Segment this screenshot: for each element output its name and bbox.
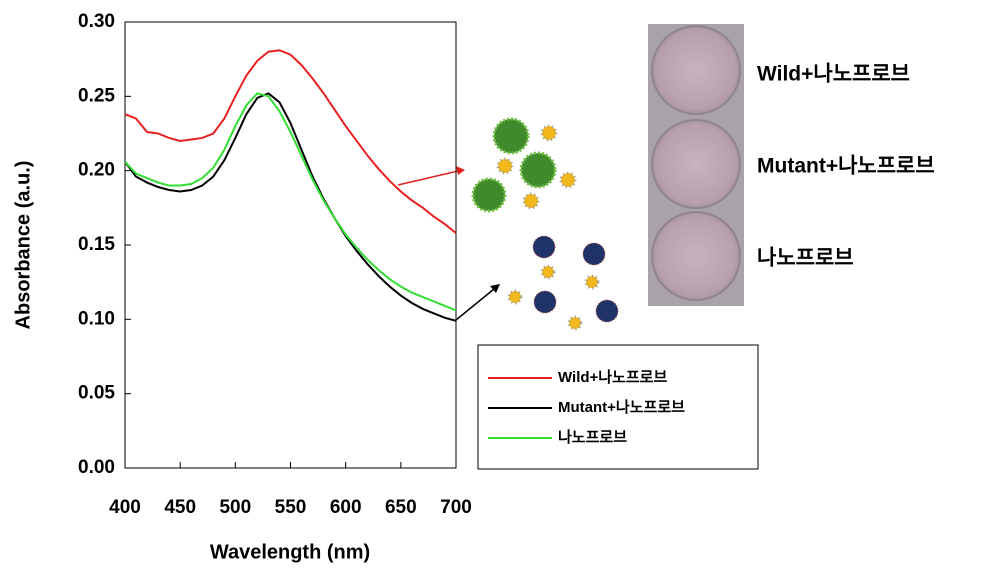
well-plate-photo [648,24,744,306]
data-line [124,92,457,312]
x-tick-label: 700 [440,497,472,518]
y-tick-label: 0.15 [78,234,115,255]
legend-label: Wild+나노프로브 [558,369,667,386]
legend-label: Mutant+나노프로브 [558,399,685,416]
x-tick-label: 600 [330,497,362,518]
data-line [124,92,457,322]
aggregated-particles [471,117,577,213]
photo-label: Wild+나노프로브 [757,63,910,86]
y-axis-title: Absorbance (a.u.) [12,161,34,330]
x-tick-label: 550 [275,497,307,518]
y-tick-label: 0.30 [78,11,115,32]
photo-label: Mutant+나노프로브 [757,155,935,178]
y-tick-label: 0.20 [78,160,115,181]
data-line [124,49,457,234]
y-tick-label: 0.25 [78,85,115,106]
y-tick-label: 0.00 [78,457,115,478]
y-tick-label: 0.05 [78,383,115,404]
x-tick-label: 650 [385,497,417,518]
plot-frame [124,21,457,469]
x-axis-title: Wavelength (nm) [210,541,370,563]
x-tick-label: 400 [109,497,141,518]
dispersed-particles [507,235,619,331]
y-tick-label: 0.10 [78,308,115,329]
legend [477,344,759,470]
photo-label: 나노프로브 [757,247,854,270]
arrows [397,166,500,321]
x-tick-label: 450 [164,497,196,518]
legend-label: 나노프로브 [558,429,627,446]
x-tick-label: 500 [219,497,251,518]
